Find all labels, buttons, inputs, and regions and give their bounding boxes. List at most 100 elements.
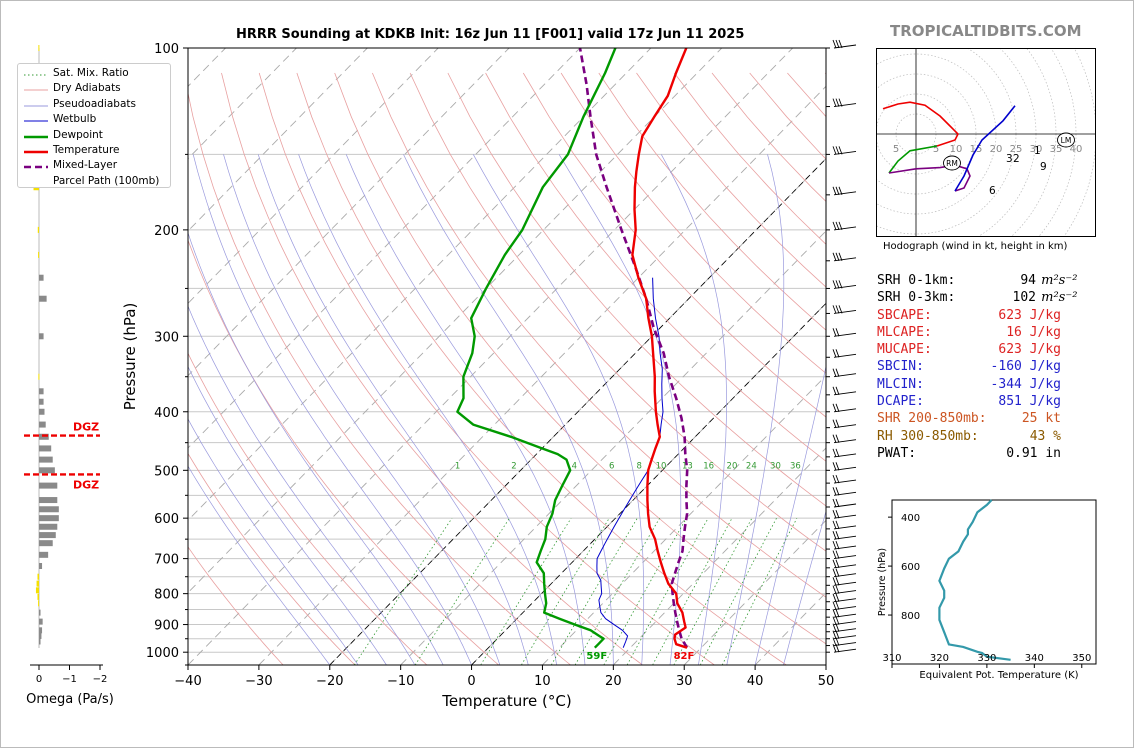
barb-staff: [833, 332, 857, 337]
theta-e-y-tick-label: 400: [901, 513, 920, 524]
x-tick-label: 40: [747, 674, 764, 689]
barb-flag: [835, 616, 840, 625]
legend-swatch: [24, 120, 48, 122]
wind-barb: [832, 186, 857, 196]
omega-bar: [39, 456, 53, 463]
barb-flag: [832, 419, 837, 428]
stat-value: 0.91 in: [1006, 445, 1061, 461]
stat-row: SBCIN: -160 J/kg: [877, 358, 1061, 375]
omega-bar: [39, 408, 45, 415]
wind-barb: [832, 305, 857, 314]
hodograph-ring-label: 35: [1050, 144, 1063, 155]
plot-frame: [187, 47, 827, 666]
barb-flag: [835, 434, 840, 443]
wind-barb: [832, 609, 857, 618]
pseudoadiabat: [257, 154, 529, 665]
barb-staff: [833, 226, 857, 231]
stat-value: 16 J/kg: [1006, 324, 1061, 340]
barb-staff: [833, 44, 857, 49]
isotherm: [683, 519, 826, 665]
mixing-ratio-label: 30: [770, 461, 781, 471]
omega-bar: [36, 580, 39, 587]
storm-motion-marker: [1057, 132, 1075, 148]
barb-staff: [833, 284, 857, 289]
barb-flag: [832, 305, 837, 314]
barb-flag: [838, 252, 843, 261]
barb-flag: [835, 474, 840, 484]
omega-bar: [39, 540, 53, 547]
barb-flag: [835, 609, 840, 618]
pseudoadiabat: [403, 154, 614, 665]
barb-staff: [833, 466, 857, 471]
barb-flag: [832, 487, 837, 496]
mixing-ratio-label: 1: [455, 461, 460, 471]
pseudoadiabat: [783, 510, 826, 665]
omega-bar: [38, 45, 40, 51]
barb-staff: [833, 545, 857, 550]
dry-adiabat: [188, 352, 428, 665]
stat-label: SRH 0-1km:: [877, 273, 956, 288]
y-tick-label: 1000: [146, 646, 179, 661]
legend-swatch: [24, 166, 48, 169]
mixing-ratio-line: [414, 517, 510, 665]
x-tick-label: 0: [467, 674, 475, 689]
stat-value: 43 %: [1029, 428, 1061, 444]
mixing-ratio-line: [626, 518, 709, 665]
mixing-ratio-line: [550, 517, 638, 665]
omega-tick-label: −2: [93, 674, 108, 685]
barb-staff: [833, 573, 857, 578]
pseudoadiabat: [188, 465, 331, 665]
barb-staff: [833, 491, 857, 496]
theta-e-frame: [891, 499, 1097, 665]
barb-flag: [835, 593, 840, 602]
stat-label: MLCAPE:: [877, 324, 932, 340]
surface-temperature-label: 82F: [674, 651, 695, 662]
barb-staff: [833, 635, 857, 640]
omega-bar: [39, 632, 42, 639]
legend-label: Pseudoadiabats: [53, 97, 136, 110]
legend-swatch: [24, 89, 48, 91]
barb-flag: [835, 221, 840, 231]
y-axis-label: Pressure (hPa): [121, 303, 139, 411]
barb-flag: [835, 305, 840, 314]
barb-flag: [835, 448, 840, 458]
barb-flag: [832, 403, 837, 412]
stat-row: RH 300-850mb: 43 %: [877, 428, 1061, 445]
barb-staff: [833, 373, 857, 378]
barb-staff: [833, 439, 857, 444]
barb-flag: [832, 601, 837, 610]
wind-barb: [832, 39, 857, 49]
dewpoint-line: [456, 48, 617, 649]
wind-barb: [832, 280, 857, 289]
omega-tick-label: 0: [36, 674, 42, 685]
barb-flag: [832, 98, 837, 107]
stat-label: MLCIN:: [877, 376, 924, 392]
wind-barb: [832, 487, 857, 496]
pseudoadiabat: [188, 365, 387, 665]
barb-flag: [832, 540, 837, 550]
barb-staff: [833, 408, 857, 413]
theta-e-y-tick-label: 600: [901, 562, 920, 573]
barb-staff: [833, 309, 857, 314]
wind-barb: [832, 630, 857, 640]
legend: Sat. Mix. Ratio Dry Adiabats Pseudoadiabat…: [17, 63, 171, 188]
omega-bar: [39, 627, 43, 634]
legend-swatch: [24, 150, 48, 154]
barb-flag: [832, 221, 837, 231]
barb-flag: [835, 540, 840, 550]
omega-bar: [38, 600, 40, 607]
wind-barb: [832, 434, 857, 444]
barb-flag: [832, 498, 837, 508]
barb-flag: [835, 510, 840, 519]
theta-e-x-tick-label: 320: [930, 653, 949, 664]
omega-bar: [39, 638, 41, 645]
mixing-ratio-label: 13: [682, 461, 693, 471]
wind-barb: [832, 368, 857, 378]
pseudoadiabat: [345, 154, 586, 665]
mixing-ratio-label: 6: [609, 461, 614, 471]
hodograph-ring-label: 25: [1010, 144, 1023, 155]
wind-barb: [832, 498, 857, 508]
hodograph-ring-label: 10: [950, 144, 963, 155]
hodograph-ring: [876, 48, 1017, 235]
